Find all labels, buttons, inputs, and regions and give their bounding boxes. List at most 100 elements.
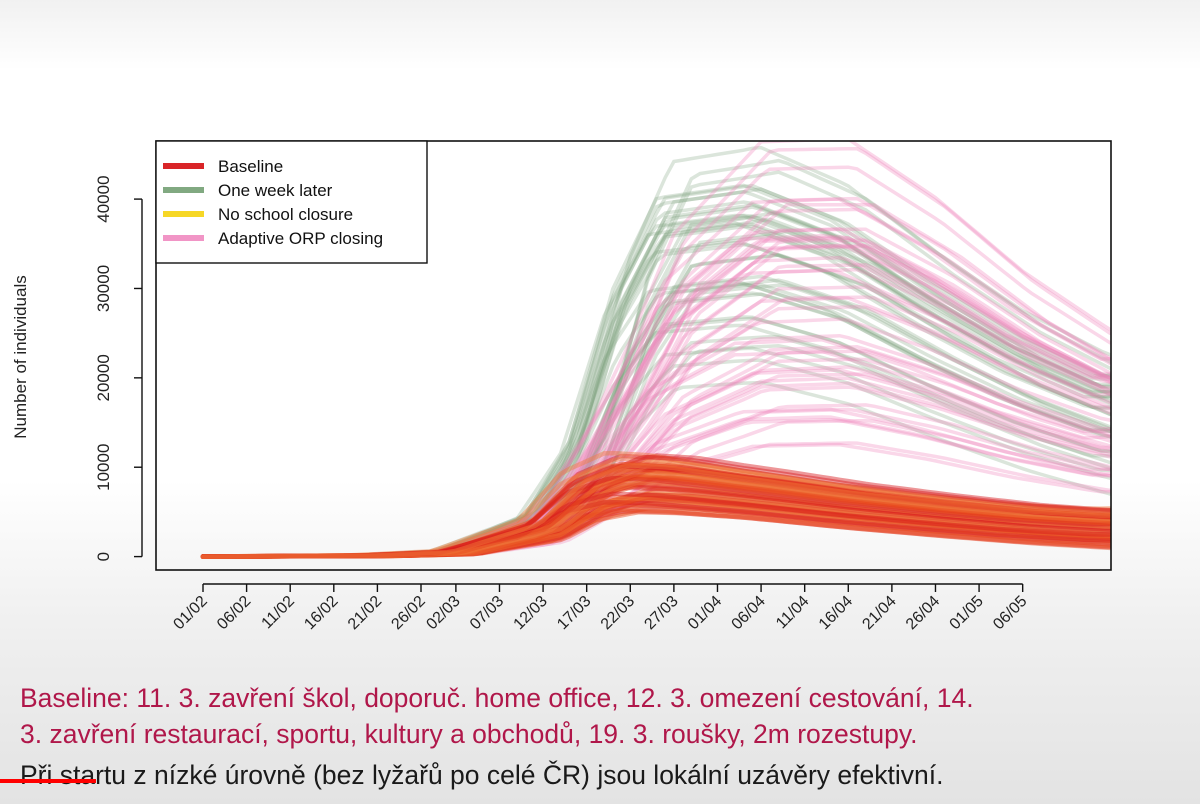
run-line (201, 291, 1111, 559)
run-line (201, 205, 1111, 559)
run-line (200, 507, 1111, 559)
run-line (200, 474, 1111, 559)
x-tick-label: 11/02 (259, 593, 299, 633)
run-line (201, 196, 1111, 559)
run-line (201, 213, 1111, 559)
run-line (201, 323, 1111, 559)
x-tick-label: 07/03 (467, 593, 507, 633)
x-tick-label: 26/04 (903, 593, 943, 633)
run-line (201, 141, 1111, 559)
run-line (201, 417, 1111, 559)
run-line (201, 349, 1111, 559)
run-line (200, 465, 1111, 559)
plot-frame (155, 140, 1112, 571)
run-line (201, 170, 1111, 559)
run-line (200, 476, 1111, 559)
run-line (201, 403, 1111, 559)
legend-label: No school closure (218, 205, 353, 224)
series-layer (200, 141, 1111, 559)
run-line (201, 221, 1111, 559)
run-line (201, 244, 1111, 559)
run-line (200, 482, 1111, 559)
run-line (200, 463, 1111, 559)
y-tick-label: 10000 (94, 444, 113, 491)
run-line (200, 485, 1111, 559)
run-line (201, 217, 1111, 559)
run-line (201, 278, 1111, 559)
run-line (200, 496, 1111, 559)
run-line (201, 202, 1111, 559)
run-line (201, 146, 1111, 559)
run-line (201, 292, 1111, 559)
run-line (201, 207, 1111, 559)
run-line (201, 365, 1111, 559)
run-line (201, 200, 1111, 559)
series-one-week-later (201, 145, 1111, 559)
run-line (201, 381, 1111, 559)
y-axis-title: Number of individuals (11, 275, 30, 438)
run-line (200, 489, 1111, 559)
run-line (201, 295, 1111, 559)
legend: Baseline One week later No school closure A… (155, 140, 428, 264)
run-line (201, 255, 1111, 559)
run-line (200, 503, 1111, 559)
run-line (201, 372, 1111, 559)
run-line (200, 463, 1111, 559)
run-line (201, 183, 1111, 559)
run-line (200, 466, 1111, 559)
run-line (201, 227, 1111, 559)
run-line (200, 459, 1111, 559)
x-tick-label: 21/02 (345, 593, 385, 633)
x-tick-label: 01/05 (947, 593, 987, 633)
run-line (200, 493, 1111, 559)
run-line (201, 190, 1111, 559)
run-line (201, 267, 1111, 559)
x-tick-label: 02/03 (423, 593, 463, 633)
run-line (201, 213, 1111, 559)
run-line (200, 468, 1111, 559)
y-axis: 0 10000 20000 30000 40000 (94, 175, 143, 561)
run-line (201, 243, 1111, 559)
caption-line-2: 3. zavření restaurací, sportu, kultury a… (20, 719, 918, 749)
legend-label: Baseline (218, 157, 283, 176)
run-line (201, 334, 1111, 559)
run-line (200, 493, 1111, 559)
run-line (201, 236, 1111, 559)
y-tick-label: 0 (94, 552, 113, 561)
run-line (200, 508, 1111, 559)
run-line (201, 235, 1111, 559)
run-line (200, 491, 1111, 559)
run-line (201, 263, 1111, 559)
run-line (200, 456, 1111, 559)
run-line (200, 480, 1111, 559)
x-tick-label: 22/03 (598, 593, 638, 633)
run-line (200, 473, 1111, 559)
chart: Number of individuals 0 10000 20000 30000 40… (11, 140, 1112, 633)
run-line (201, 183, 1111, 559)
y-tick-label: 30000 (94, 265, 113, 312)
run-line (201, 349, 1111, 559)
run-line (201, 210, 1111, 559)
run-line (201, 358, 1111, 559)
series-adaptive-orp-closing (201, 141, 1111, 559)
run-line (201, 165, 1111, 559)
x-tick-label: 26/02 (388, 593, 428, 633)
run-line (201, 376, 1111, 559)
run-line (200, 492, 1111, 559)
run-line (200, 498, 1111, 559)
run-line (200, 454, 1111, 559)
x-tick-label: 21/04 (859, 593, 899, 633)
run-line (201, 344, 1111, 559)
run-line (201, 317, 1111, 559)
run-line (200, 481, 1111, 559)
run-line (201, 415, 1111, 559)
video-progress-bar[interactable] (0, 779, 96, 783)
x-tick-label: 06/02 (214, 593, 254, 633)
x-tick-label: 17/03 (554, 593, 594, 633)
run-line (200, 475, 1111, 559)
run-line (201, 418, 1111, 559)
run-line (201, 441, 1111, 559)
y-tick-label: 20000 (94, 354, 113, 401)
x-tick-label: 12/03 (511, 593, 551, 633)
run-line (201, 202, 1111, 559)
